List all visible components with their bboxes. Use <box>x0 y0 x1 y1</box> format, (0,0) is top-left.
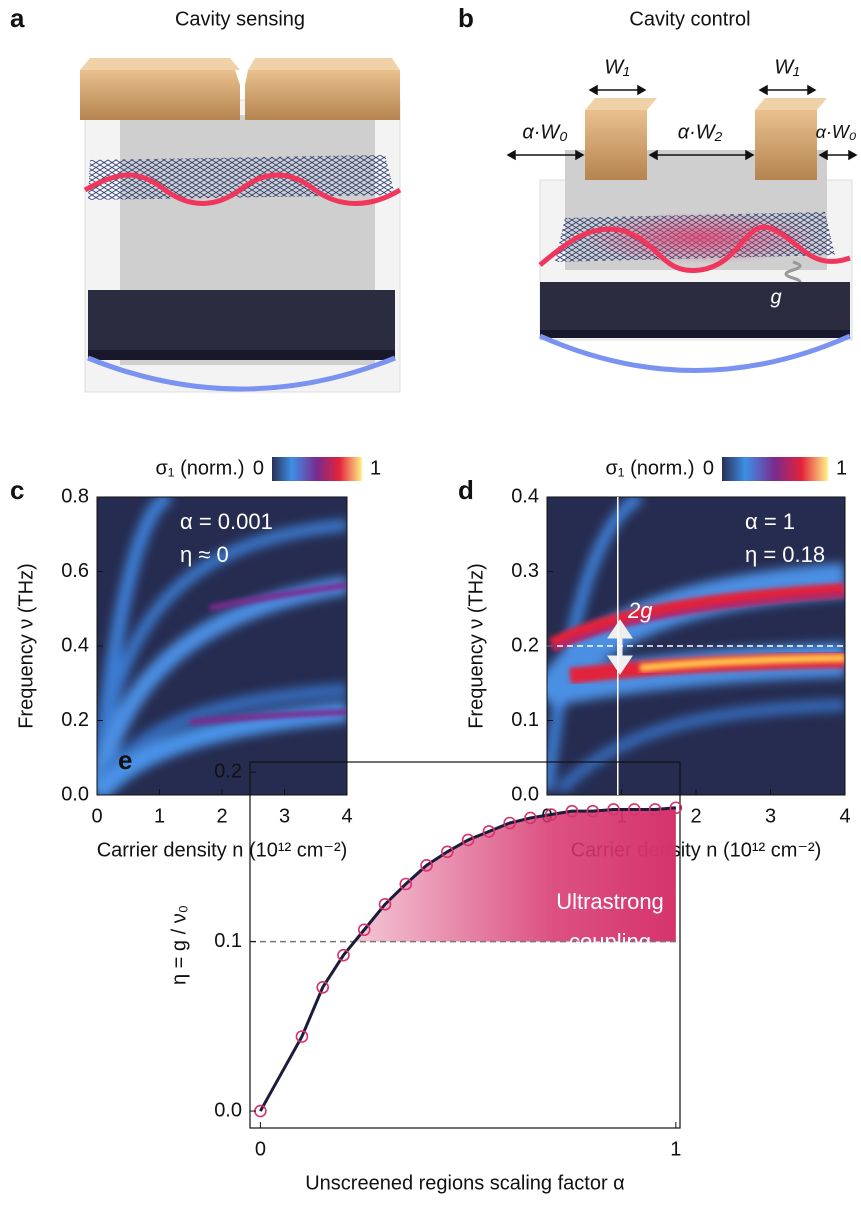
colorbar <box>722 457 828 481</box>
colorbar-label: σ₁ (norm.) <box>155 457 244 479</box>
colorbar-tick-label: 0 <box>253 457 264 479</box>
panel-label: b <box>458 3 474 33</box>
x-tick-label: 1 <box>154 805 165 827</box>
dimension-label: W₁ <box>774 56 799 78</box>
dimension-label: W₁ <box>604 56 629 78</box>
panel-label: e <box>118 745 132 775</box>
panel-label: a <box>10 3 25 33</box>
y-tick-label: 0.0 <box>214 1099 242 1121</box>
coupling-label: g <box>770 286 781 308</box>
panel-title: Cavity control <box>629 8 750 30</box>
y-axis-label: η = g / ν₀ <box>168 905 190 985</box>
x-axis-label: Unscreened regions scaling factor α <box>305 1172 625 1194</box>
y-tick-label: 0.2 <box>214 760 242 782</box>
dimension-label: α·W₂ <box>678 121 723 143</box>
illustration-b: b Cavity control W₁ W₁ α·W₀ α·W₂ α·W₀ g <box>458 3 857 371</box>
illustration-a: a Cavity sensing <box>10 3 400 392</box>
y-tick-label: 0.0 <box>61 783 89 805</box>
colorbar-tick-label: 1 <box>836 457 847 479</box>
x-tick-label: 2 <box>216 805 227 827</box>
colorbar-tick-label: 1 <box>370 457 381 479</box>
y-tick-label: 0.2 <box>61 709 89 731</box>
panel-title: Cavity sensing <box>175 8 305 30</box>
y-tick-label: 0.6 <box>61 560 89 582</box>
dimension-label: α·W₀ <box>816 122 857 142</box>
y-tick-label: 0.4 <box>511 485 539 507</box>
annotation: coupling <box>569 929 651 954</box>
annotation: α = 0.001 <box>180 509 273 534</box>
y-tick-label: 0.0 <box>511 783 539 805</box>
x-tick-label: 3 <box>279 805 290 827</box>
y-tick-label: 0.1 <box>214 930 242 952</box>
y-tick-label: 0.3 <box>511 560 539 582</box>
colorbar-label: σ₁ (norm.) <box>605 457 694 479</box>
y-axis-label: Frequency ν (THz) <box>15 563 37 729</box>
annotation: η ≈ 0 <box>180 542 229 567</box>
x-tick-label: 2 <box>690 805 701 827</box>
annotation: Ultrastrong <box>556 889 664 914</box>
y-tick-label: 0.1 <box>511 709 539 731</box>
figure: a Cavity sensing b Cavity control W₁ W₁ … <box>0 0 861 1219</box>
x-tick-label: 0 <box>255 1138 266 1160</box>
x-axis-label: Carrier density n (10¹² cm⁻²) <box>97 839 348 861</box>
panel-label: c <box>10 475 24 505</box>
y-tick-label: 0.4 <box>61 634 89 656</box>
y-axis-label: Frequency ν (THz) <box>465 563 487 729</box>
dimension-label: α·W₀ <box>522 121 567 143</box>
annotation: α = 1 <box>745 509 795 534</box>
panel-label: d <box>458 475 474 505</box>
x-tick-label: 4 <box>341 805 352 827</box>
colorbar <box>272 457 362 481</box>
y-tick-label: 0.2 <box>511 634 539 656</box>
chart-e: e Ultrastrong coupling 0 1 0.0 0.1 0.2 Unscreene… <box>118 745 681 1194</box>
x-tick-label: 4 <box>839 805 850 827</box>
x-tick-label: 0 <box>91 805 102 827</box>
x-tick-label: 1 <box>670 1138 681 1160</box>
annotation: η = 0.18 <box>745 542 825 567</box>
y-tick-label: 0.8 <box>61 485 89 507</box>
annotation: 2g <box>627 598 653 623</box>
x-tick-label: 3 <box>765 805 776 827</box>
colorbar-tick-label: 0 <box>703 457 714 479</box>
